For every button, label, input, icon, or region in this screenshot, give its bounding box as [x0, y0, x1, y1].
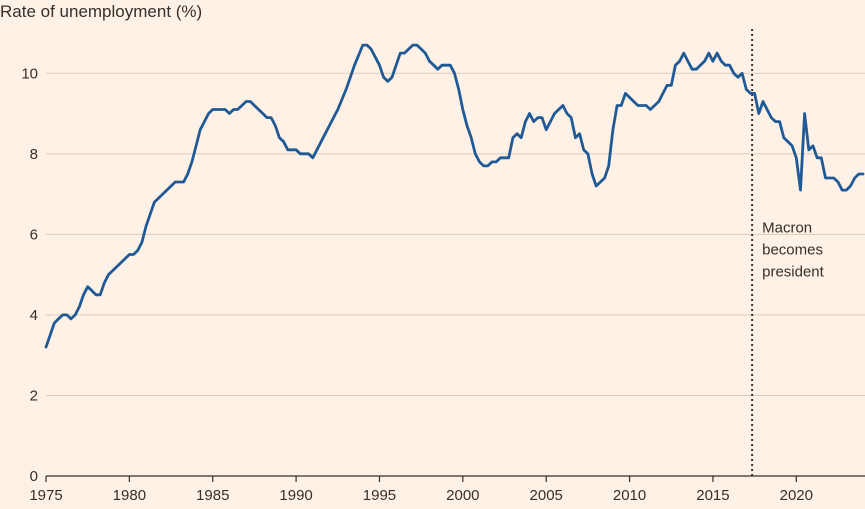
series-line-unemployment: [44, 43, 865, 349]
x-tick-label: 2010: [613, 487, 646, 504]
y-tick-labels: 0 2 4 6 8 10: [21, 65, 38, 485]
y-tick-label: 6: [30, 226, 38, 243]
x-tick-label: 1975: [29, 487, 62, 504]
x-tick-label: 1985: [196, 487, 229, 504]
x-axis: 1975 1980 1985 1990 1995 2000 2005 2010 2015 2020: [29, 475, 865, 504]
x-tick-label: 2005: [530, 487, 563, 504]
annotations: Macron becomes president: [751, 28, 825, 476]
y-tick-label: 4: [30, 307, 38, 324]
annotation-text: Macron: [762, 219, 812, 236]
annotation-text: becomes: [762, 241, 823, 258]
x-tick-label: 2000: [446, 487, 479, 504]
grid-lines: [46, 72, 865, 396]
series: [44, 43, 865, 349]
x-tick-label: 2020: [780, 487, 813, 504]
y-tick-label: 0: [30, 468, 38, 485]
x-tick-label: 2015: [696, 487, 729, 504]
y-tick-label: 2: [30, 387, 38, 404]
x-tick-label: 1995: [363, 487, 396, 504]
x-tick-label: 1980: [113, 487, 146, 504]
x-tick-label: 1990: [279, 487, 312, 504]
chart-title: Rate of unemployment (%): [0, 2, 203, 21]
annotation-text: president: [762, 263, 825, 280]
y-tick-label: 10: [21, 65, 38, 82]
y-tick-label: 8: [30, 146, 38, 163]
